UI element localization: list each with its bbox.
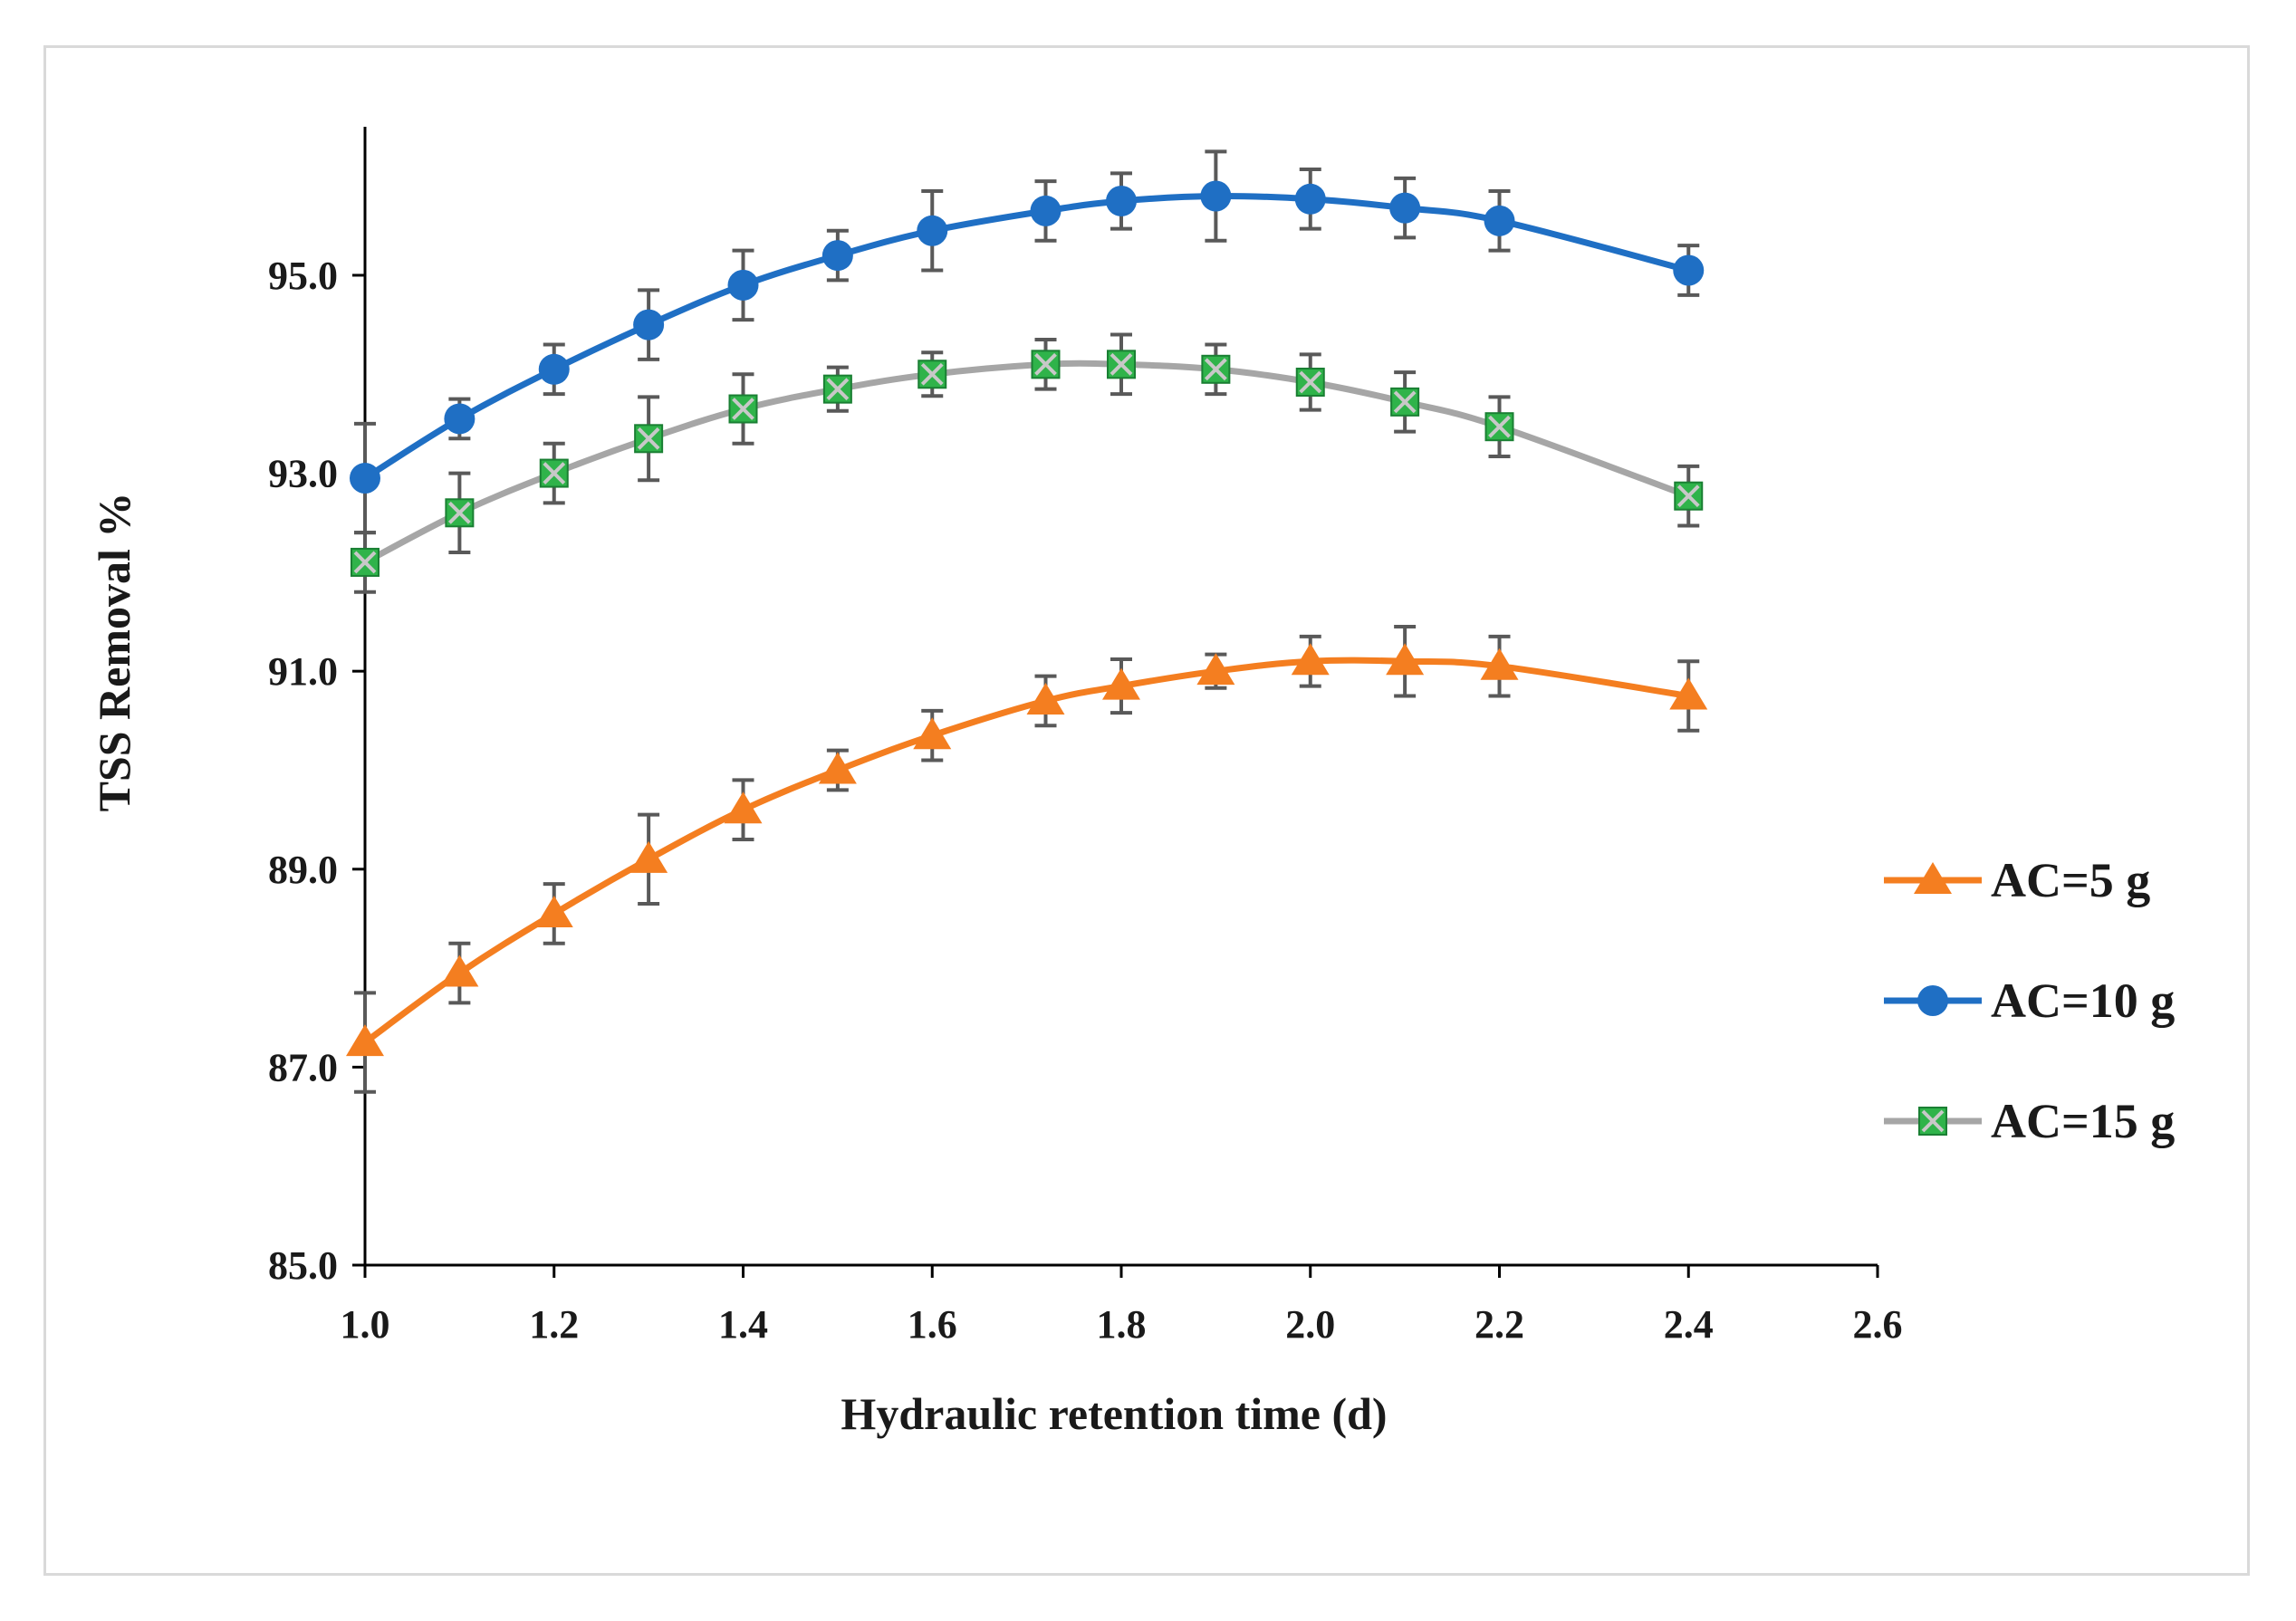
x-tick-label: 1.8 [1097, 1302, 1147, 1347]
data-point [728, 394, 758, 424]
chart-frame [43, 45, 2250, 1576]
data-point [445, 498, 475, 528]
legend-item: AC=5 g [1884, 853, 2150, 907]
data-point [1200, 180, 1232, 212]
legend-label: AC=10 g [1991, 974, 2175, 1028]
data-point [1386, 643, 1425, 676]
data-point [822, 374, 852, 404]
data-point [1295, 368, 1325, 398]
data-point [634, 424, 664, 454]
legend-marker [1914, 862, 1952, 894]
data-point [351, 547, 379, 577]
data-point [1390, 387, 1420, 417]
y-axis-title: TSS Removal % [89, 493, 139, 812]
data-point [346, 1024, 384, 1057]
y-tick-label: 87.0 [268, 1045, 338, 1089]
data-point [1484, 205, 1515, 236]
legend-item: AC=15 g [1884, 1094, 2175, 1148]
x-tick-label: 2.2 [1475, 1302, 1524, 1347]
legend-marker [1918, 1107, 1947, 1136]
y-tick-label: 85.0 [268, 1243, 338, 1288]
x-tick-label: 1.4 [718, 1302, 768, 1347]
data-point [1484, 412, 1514, 442]
data-point [1291, 643, 1330, 676]
data-point [538, 353, 570, 385]
data-point [917, 360, 947, 389]
markers [346, 180, 1708, 1057]
legend: AC=5 g AC=10 g AC=15 g [1884, 853, 2175, 1148]
legend-label: AC=5 g [1991, 853, 2150, 907]
data-point [1389, 192, 1421, 224]
data-point [821, 240, 853, 272]
y-tick-label: 95.0 [268, 254, 338, 298]
data-point [1669, 677, 1708, 710]
data-point [629, 840, 668, 873]
axes: 1.0 1.2 1.4 1.6 1.8 2.0 2.2 2.4 2.6 85.0 87.0 89.0 9… [268, 127, 1903, 1347]
data-point [1026, 682, 1065, 715]
x-tick-label: 2.0 [1285, 1302, 1335, 1347]
data-point [818, 752, 857, 784]
y-tick-label: 89.0 [268, 848, 338, 892]
data-point [917, 215, 948, 246]
x-tick-label: 2.6 [1853, 1302, 1903, 1347]
data-point [1196, 653, 1235, 686]
data-point [350, 463, 380, 494]
y-tick-label: 93.0 [268, 452, 338, 496]
data-point [440, 954, 479, 987]
data-point [913, 717, 952, 750]
x-tick-label: 1.6 [908, 1302, 957, 1347]
legend-label: AC=15 g [1991, 1094, 2175, 1148]
data-point [444, 403, 476, 435]
y-tick-label: 91.0 [268, 649, 338, 694]
data-point [1480, 647, 1519, 680]
data-point [724, 791, 763, 824]
data-point [1201, 354, 1231, 384]
error-bars [354, 149, 1700, 1094]
data-point [1030, 195, 1062, 226]
legend-marker [1917, 985, 1948, 1016]
series-line-1 [361, 657, 1692, 1046]
x-axis-title: Hydraulic retention time (d) [841, 1388, 1387, 1439]
legend-item: AC=10 g [1884, 974, 2175, 1028]
data-point [633, 309, 665, 341]
data-point [1107, 350, 1136, 379]
data-point [534, 895, 573, 927]
data-point [727, 269, 759, 301]
data-point [1674, 481, 1704, 511]
data-point [1294, 183, 1326, 215]
data-point [1673, 254, 1705, 286]
data-point [1031, 350, 1061, 379]
data-point [539, 458, 569, 488]
data-point [1102, 667, 1140, 700]
x-tick-label: 1.2 [529, 1302, 579, 1347]
x-tick-label: 2.4 [1664, 1302, 1714, 1347]
x-tick-label: 1.0 [341, 1302, 390, 1347]
data-point [1106, 185, 1137, 216]
